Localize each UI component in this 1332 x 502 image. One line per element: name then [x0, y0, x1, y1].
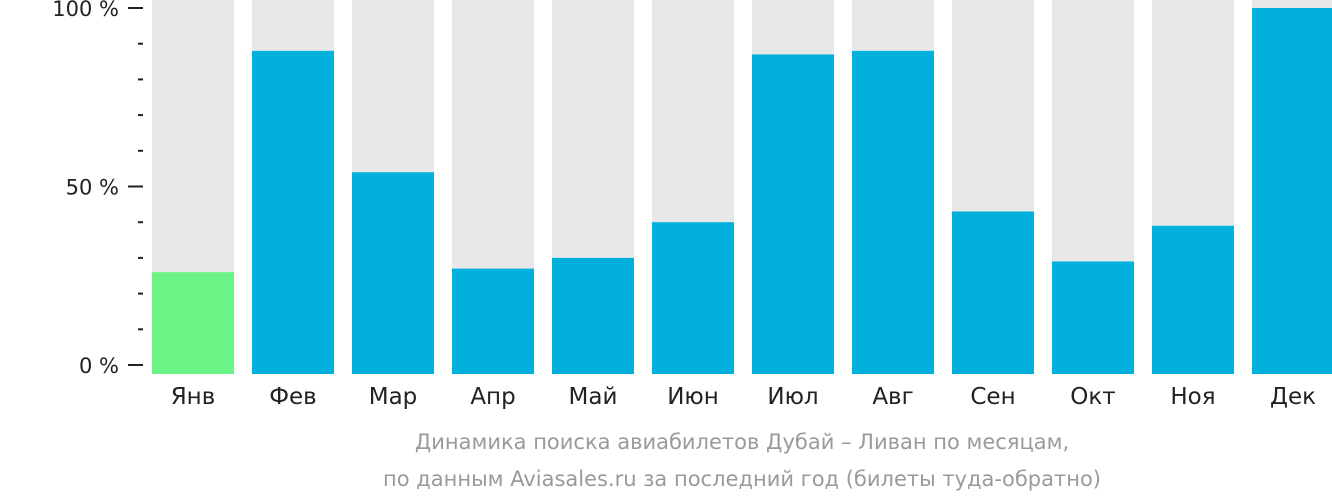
x-tick-label-12: Дек: [1270, 384, 1316, 410]
x-tick-label-8: Авг: [872, 384, 913, 410]
bar-7: [752, 54, 834, 374]
bar-5: [552, 257, 634, 374]
bar-8: [852, 50, 934, 375]
x-tick-label-1: Янв: [171, 384, 216, 410]
x-tick-label-9: Сен: [970, 384, 1015, 410]
bar-1: [152, 272, 234, 374]
x-tick-label-10: Окт: [1070, 384, 1115, 410]
bar-12: [1252, 8, 1332, 374]
bar-6: [652, 222, 734, 374]
y-tick-label-1: 0 %: [79, 354, 119, 378]
bar-10: [1052, 261, 1134, 374]
y-tick-label-3: 100 %: [52, 0, 119, 21]
bar-3: [352, 172, 434, 374]
bar-4: [452, 268, 534, 374]
x-tick-label-2: Фев: [269, 384, 317, 410]
y-tick-label-2: 50 %: [66, 176, 119, 200]
bar-chart: Янв Фев Мар Апр Май Июн Июл Авг Сен Окт Ноя Дек 0 % 5…: [52, 0, 1332, 410]
x-tick-label-6: Июн: [667, 384, 719, 410]
bar-2: [252, 50, 334, 375]
chart-caption-line1: Динамика поиска авиабилетов Дубай – Лива…: [414, 430, 1070, 454]
x-tick-label-3: Мар: [369, 384, 418, 410]
bar-9: [952, 211, 1034, 374]
bar-11: [1152, 225, 1234, 374]
x-tick-label-5: Май: [569, 384, 618, 410]
x-tick-label-11: Ноя: [1170, 384, 1215, 410]
chart-caption-line2: по данным Aviasales.ru за последний год …: [383, 467, 1101, 491]
x-tick-label-4: Апр: [470, 384, 515, 410]
x-tick-label-7: Июл: [767, 384, 818, 410]
